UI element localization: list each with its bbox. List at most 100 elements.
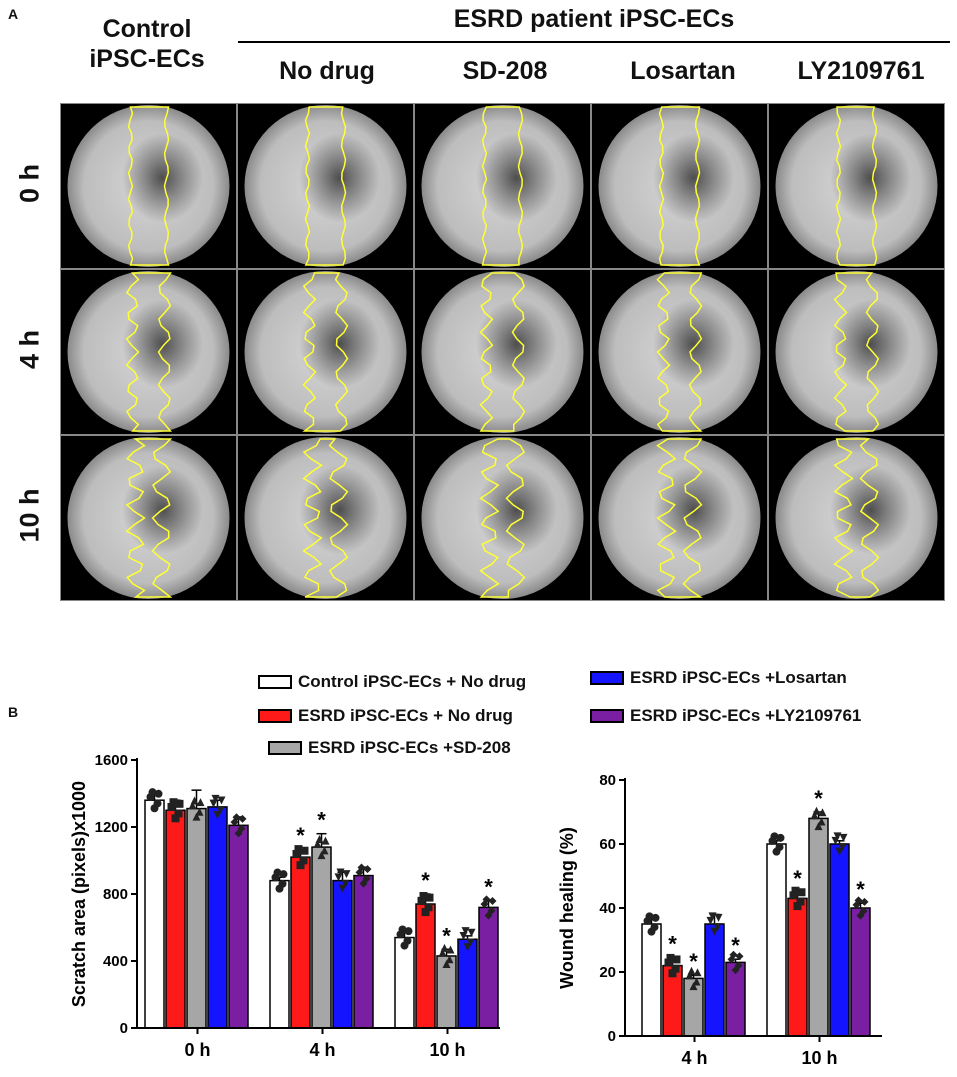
scratch-outline — [833, 438, 880, 598]
col-header-sd208: SD-208 — [462, 57, 548, 85]
scratch-outline — [302, 272, 349, 432]
scratch-data-point — [425, 893, 434, 902]
scratch-data-point — [398, 925, 407, 934]
wound-points — [810, 806, 827, 831]
scratch-points — [292, 845, 309, 870]
scratch-data-point — [362, 874, 371, 883]
legend-swatch-losartan — [590, 671, 624, 685]
wound-data-point — [812, 806, 821, 815]
legend-label-sd208: ESRD iPSC-ECs +SD-208 — [308, 738, 511, 757]
scratch-outline — [127, 106, 170, 266]
scratch-data-point — [461, 927, 470, 936]
wound-data-point — [791, 886, 800, 895]
scratch-outline — [835, 106, 878, 266]
scratch-data-point — [463, 943, 472, 952]
scratch-data-point — [154, 789, 163, 798]
scratch-data-point — [438, 948, 447, 957]
legend-label-control: Control iPSC-ECs + No drug — [298, 672, 527, 691]
wound-data-point — [776, 833, 785, 842]
scratch-y-tick-label: 1200 — [95, 819, 128, 836]
scratch-data-point — [213, 810, 222, 819]
scratch-points — [209, 794, 226, 819]
scratch-data-point — [445, 955, 454, 964]
col-header-losartan: Losartan — [630, 57, 736, 85]
wound-data-point — [814, 822, 823, 831]
group-title: ESRD patient iPSC-ECs — [453, 5, 735, 33]
legend-item-control: Control iPSC-ECs + No drug — [258, 672, 526, 692]
scratch-points — [480, 895, 497, 920]
scratch-significance-mark: * — [296, 823, 305, 848]
wound-data-point — [672, 955, 681, 964]
wound-points — [643, 912, 660, 936]
scratch-data-point — [232, 813, 241, 822]
scratch-bar — [353, 874, 374, 1029]
scratch-bar — [269, 879, 290, 1029]
scratch-bar — [457, 938, 478, 1029]
wound-data-point — [839, 833, 848, 842]
wound-data-point — [651, 913, 660, 922]
scratch-data-point — [300, 846, 309, 855]
scratch-y-tick-label: 400 — [103, 953, 128, 970]
scratch-bar — [332, 879, 353, 1029]
scratch-data-point — [342, 870, 351, 879]
scratch-points — [438, 943, 455, 969]
scratch-data-point — [467, 928, 476, 937]
legend-item-losartan: ESRD iPSC-ECs +Losartan — [590, 668, 847, 688]
legend-swatch-sd208 — [268, 741, 302, 755]
micrograph-grid-svg — [60, 103, 945, 601]
scratch-data-point — [482, 895, 491, 904]
scratch-data-point — [169, 798, 178, 807]
control-header-line1: Control — [102, 15, 192, 43]
dish-shading — [653, 465, 734, 555]
scratch-data-point — [336, 868, 345, 877]
scratch-data-point — [317, 851, 326, 860]
scratch-data-point — [421, 908, 430, 917]
wound-data-point — [671, 964, 680, 973]
micrograph-grid — [60, 103, 945, 601]
control-header-line2: iPSC-ECs — [89, 45, 205, 73]
scratch-data-point — [321, 836, 330, 845]
row-label-10h: 10 h — [14, 488, 45, 543]
scratch-x-tick-label: 10 h — [429, 1040, 465, 1060]
wound-data-point — [833, 832, 842, 841]
scratch-outline — [656, 272, 703, 432]
scratch-data-point — [296, 861, 305, 870]
scratch-y-tick-label: 800 — [103, 886, 128, 903]
scratch-points — [459, 927, 476, 952]
wound-significance-mark: * — [814, 786, 823, 811]
dish-shading — [299, 465, 380, 555]
dish-shading — [476, 133, 557, 223]
wound-points — [768, 832, 785, 856]
row-label-4h: 4 h — [14, 330, 45, 370]
dish-shading — [653, 133, 734, 223]
wound-data-point — [838, 843, 847, 852]
wound-data-point — [708, 912, 717, 921]
scratch-significance-mark: * — [442, 923, 451, 948]
wound-data-point — [770, 832, 779, 841]
scratch-data-point — [363, 865, 372, 874]
scratch-data-point — [484, 911, 493, 920]
scratch-data-point — [299, 856, 308, 865]
wound-significance-mark: * — [856, 877, 865, 902]
wound-points — [789, 886, 806, 911]
scratch-y-tick-label: 0 — [120, 1020, 128, 1037]
dish-shading — [299, 299, 380, 389]
scratch-bar — [165, 809, 186, 1029]
wound-data-point — [817, 817, 826, 826]
scratch-x-tick-label: 0 h — [184, 1040, 210, 1060]
scratch-data-point — [400, 941, 409, 950]
scratch-data-point — [237, 824, 246, 833]
scratch-points — [334, 868, 351, 893]
legend-label-no-drug: ESRD iPSC-ECs + No drug — [298, 706, 513, 725]
wound-data-point — [714, 913, 723, 922]
legend-label-ly: ESRD iPSC-ECs +LY2109761 — [630, 706, 862, 725]
scratch-outline — [125, 272, 173, 432]
wound-data-point — [645, 912, 654, 921]
scratch-points — [396, 925, 413, 950]
scratch-data-point — [175, 799, 184, 808]
wound-bar — [704, 923, 725, 1037]
scratch-data-point — [171, 814, 180, 823]
scratch-data-point — [238, 814, 247, 823]
scratch-outline — [304, 106, 347, 266]
wound-data-point — [685, 971, 694, 980]
